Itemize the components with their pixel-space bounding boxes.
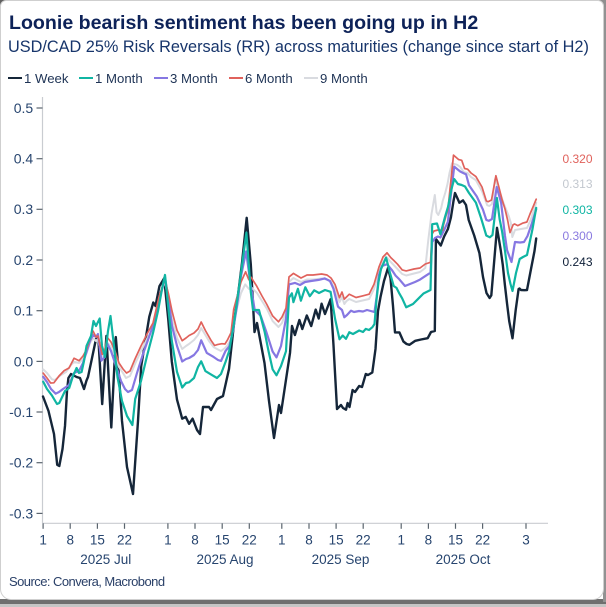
svg-text:2025 Oct: 2025 Oct: [436, 552, 491, 567]
svg-text:1: 1: [39, 533, 47, 548]
svg-text:0.4: 0.4: [14, 151, 34, 167]
svg-text:22: 22: [242, 533, 257, 548]
svg-text:1: 1: [164, 533, 172, 548]
svg-text:3: 3: [522, 533, 530, 548]
svg-text:15: 15: [448, 533, 463, 548]
svg-text:0.320: 0.320: [563, 152, 593, 166]
svg-text:0.3: 0.3: [14, 201, 34, 217]
svg-text:22: 22: [117, 533, 132, 548]
svg-text:-0.2: -0.2: [9, 455, 33, 471]
svg-text:15: 15: [329, 533, 344, 548]
svg-text:15: 15: [215, 533, 230, 548]
svg-text:1: 1: [397, 533, 405, 548]
svg-text:0.5: 0.5: [14, 100, 34, 116]
svg-text:8: 8: [425, 533, 433, 548]
svg-text:2025 Sep: 2025 Sep: [312, 552, 370, 567]
svg-text:15: 15: [90, 533, 105, 548]
svg-text:0.313: 0.313: [563, 177, 593, 191]
svg-text:0.300: 0.300: [563, 229, 593, 243]
svg-text:-0.1: -0.1: [9, 404, 33, 420]
svg-text:22: 22: [475, 533, 490, 548]
svg-text:8: 8: [66, 533, 74, 548]
svg-text:0.243: 0.243: [563, 255, 593, 269]
svg-text:1: 1: [278, 533, 286, 548]
svg-text:0.2: 0.2: [14, 252, 34, 268]
svg-text:2025 Aug: 2025 Aug: [196, 552, 253, 567]
svg-text:0.1: 0.1: [14, 303, 34, 319]
svg-text:8: 8: [305, 533, 313, 548]
svg-text:0.303: 0.303: [563, 203, 593, 217]
svg-text:2025 Jul: 2025 Jul: [80, 552, 131, 567]
svg-text:0.0: 0.0: [14, 353, 34, 369]
svg-text:22: 22: [356, 533, 371, 548]
svg-text:8: 8: [191, 533, 199, 548]
svg-text:-0.3: -0.3: [9, 505, 33, 521]
